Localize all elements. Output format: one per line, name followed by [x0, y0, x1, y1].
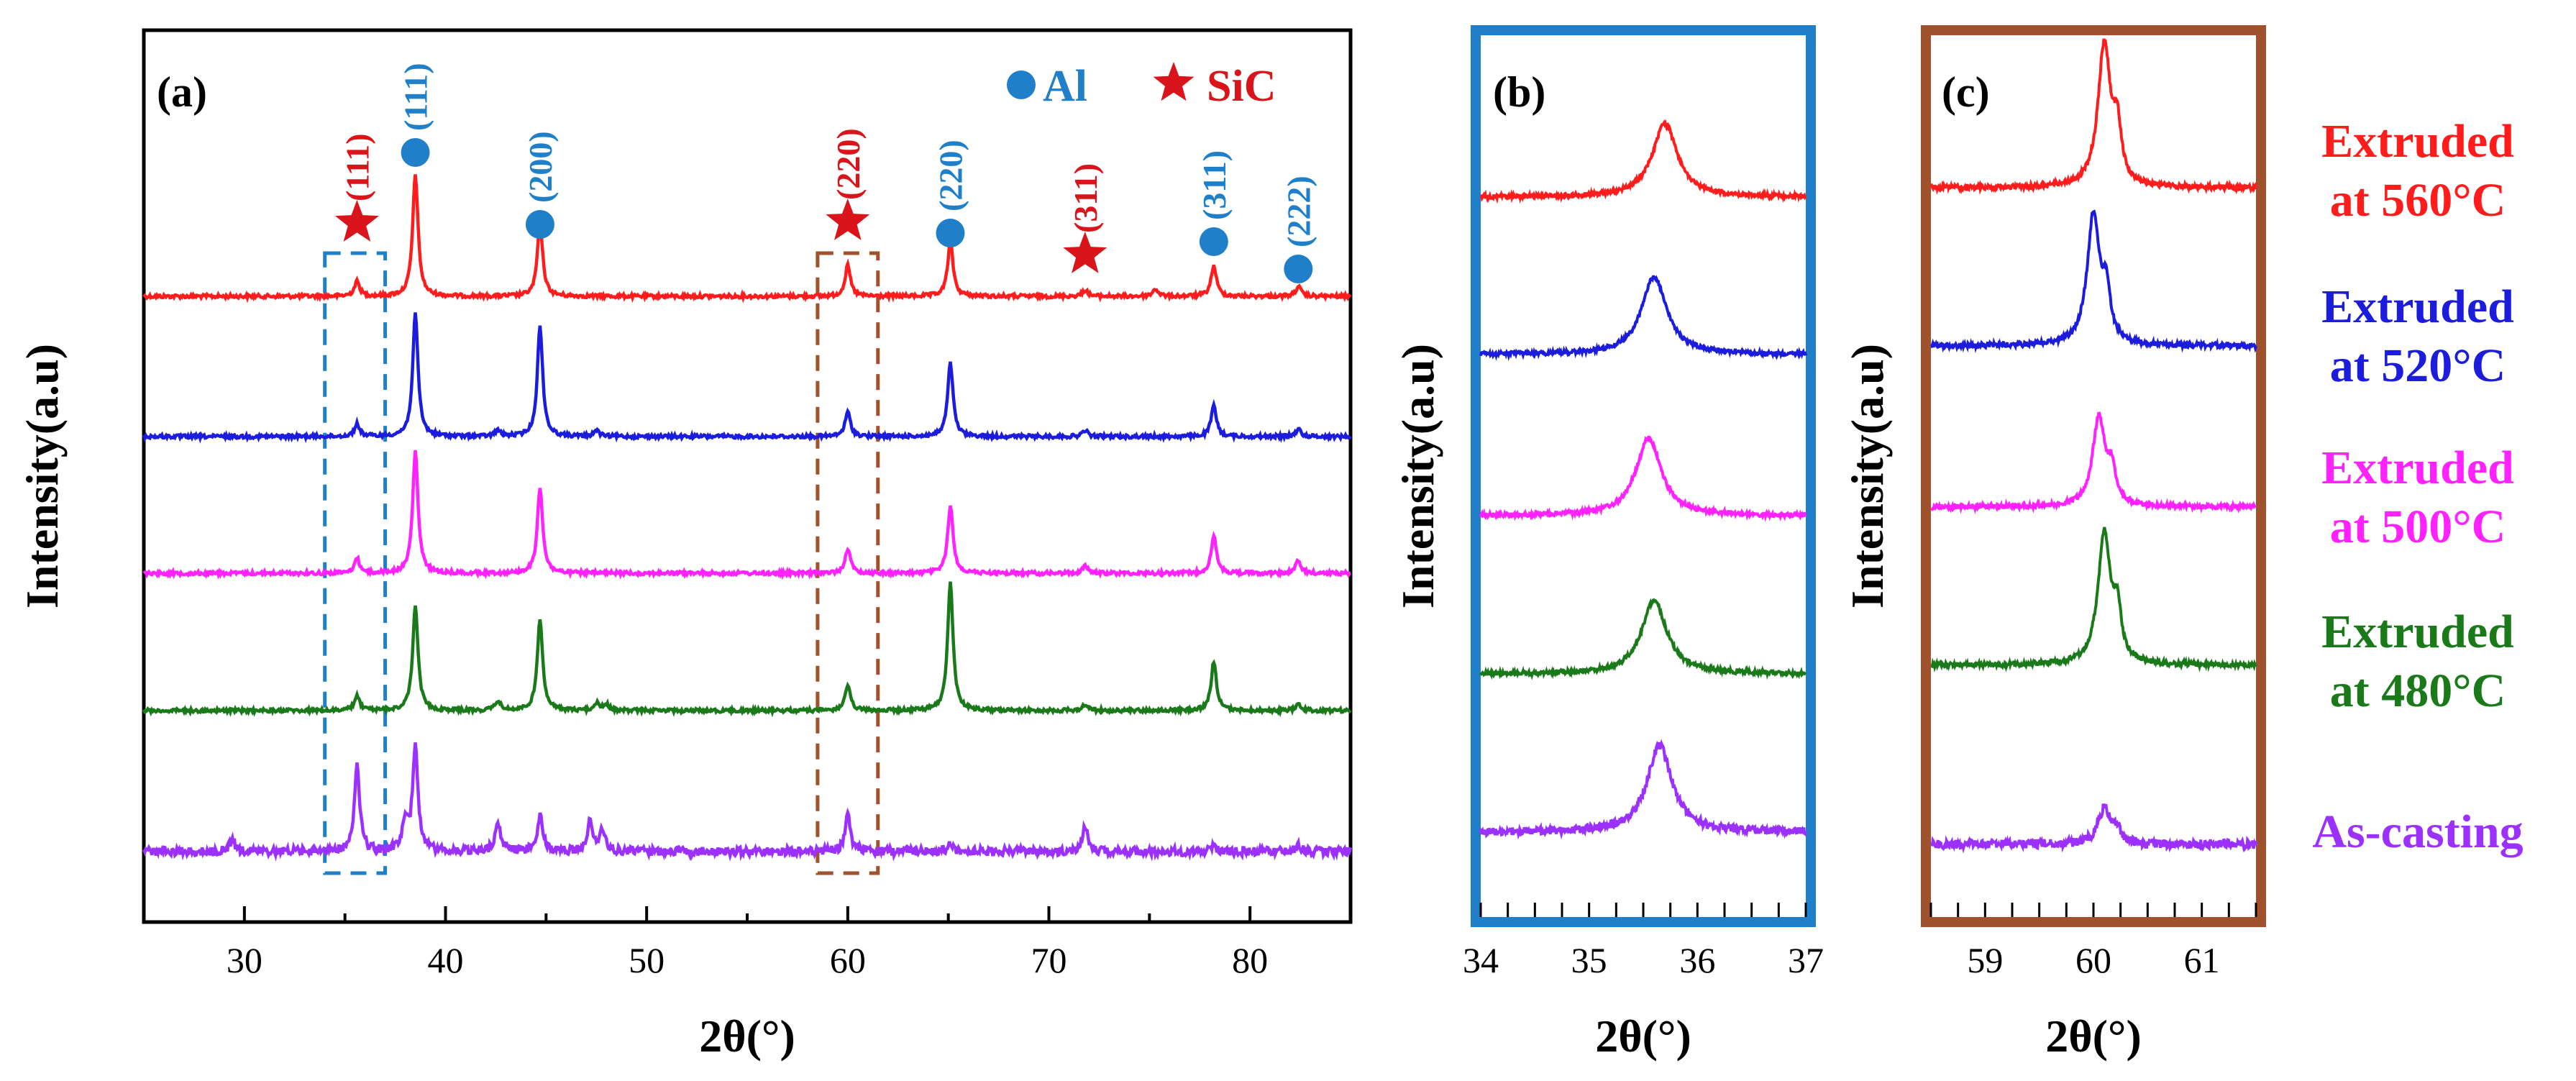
panel-b-label: (b) — [1493, 68, 1545, 116]
al-peak-marker-icon — [1284, 255, 1313, 283]
xrd-series-line — [142, 312, 1352, 444]
x-tick-label: 35 — [1571, 940, 1607, 980]
panel-a-x-axis-title: 2θ(°) — [699, 1011, 795, 1062]
peak-hkl-label: (200) — [522, 131, 559, 203]
series-label-line1: Extruded — [2321, 606, 2514, 658]
panel-a-peak-labels: (111) (111) (200) (220) (220) (311) (311) (222) — [335, 63, 1317, 283]
x-tick-label: 40 — [428, 940, 464, 980]
x-tick-label: 30 — [227, 940, 262, 980]
panel-a-highlight-boxes — [323, 251, 880, 875]
series-label-line1: Extruded — [2321, 115, 2514, 168]
highlight-box — [323, 251, 388, 875]
peak-hkl-label: (311) — [1196, 150, 1233, 220]
xrd-zoom-series-line — [1479, 119, 1807, 204]
highlight-box — [816, 251, 880, 875]
xrd-series-line — [142, 450, 1351, 580]
x-tick-label: 37 — [1788, 940, 1824, 980]
peak-hkl-label: (220) — [830, 128, 867, 200]
xrd-series-line — [142, 174, 1352, 304]
x-tick-label: 70 — [1031, 940, 1067, 980]
al-peak-marker-icon — [401, 138, 430, 167]
peak-hkl-label: (311) — [1067, 163, 1104, 233]
peak-hkl-label: (111) — [398, 63, 434, 131]
series-labels: Extruded at 560°C Extruded at 520°C Extruded… — [2312, 115, 2523, 858]
series-label-line1: Extruded — [2321, 442, 2514, 494]
panel-a-x-ticks: 30 40 50 60 70 80 — [142, 906, 1352, 980]
series-label-line1: As-casting — [2312, 806, 2523, 858]
panel-c-x-ticks: 59 60 61 — [1929, 903, 2257, 980]
x-tick-label: 80 — [1232, 940, 1268, 980]
panel-b-x-ticks: 34 35 36 37 — [1463, 903, 1824, 980]
panel-c: 59 60 61 (c) Intensity(a.u) 2θ(°) — [1842, 25, 2266, 1062]
sic-peak-marker-icon — [1063, 232, 1107, 273]
x-tick-label: 61 — [2184, 940, 2220, 980]
sic-legend-marker-icon — [1153, 62, 1195, 101]
xrd-zoom-series-line — [1930, 38, 2257, 196]
series-label-line2: at 520°C — [2330, 339, 2506, 392]
sic-legend-label: SiC — [1207, 62, 1276, 111]
x-tick-label: 50 — [629, 940, 664, 980]
panel-b-series — [1479, 119, 1807, 840]
sic-peak-marker-icon — [335, 200, 379, 242]
peak-hkl-label: (220) — [932, 140, 969, 211]
series-label-line2: at 480°C — [2330, 665, 2506, 717]
panel-b-x-axis-title: 2θ(°) — [1595, 1011, 1691, 1062]
xrd-zoom-series-line — [1930, 411, 2257, 514]
xrd-zoom-series-line — [1479, 598, 1807, 681]
panel-a-y-axis-title: Intensity(a.u) — [17, 344, 68, 608]
series-label-line1: Extruded — [2321, 280, 2514, 333]
xrd-series-line — [142, 742, 1353, 862]
panel-b-y-axis-title: Intensity(a.u) — [1392, 344, 1443, 608]
al-legend-marker-icon — [1007, 70, 1036, 99]
panel-c-series — [1929, 38, 2257, 854]
series-label-line2: at 560°C — [2330, 174, 2506, 227]
xrd-zoom-series-line — [1479, 435, 1807, 522]
series-label-line2: at 500°C — [2330, 501, 2506, 553]
al-peak-marker-icon — [936, 219, 965, 247]
peak-hkl-label: (111) — [339, 133, 375, 201]
panel-c-frame — [1921, 25, 2266, 927]
xrd-zoom-series-line — [1930, 209, 2257, 353]
xrd-zoom-series-line — [1479, 275, 1807, 362]
xrd-zoom-series-line — [1929, 803, 2257, 854]
xrd-zoom-series-line — [1479, 739, 1807, 840]
x-tick-label: 60 — [2075, 940, 2111, 980]
x-tick-label: 34 — [1463, 940, 1499, 980]
panel-a-series — [142, 174, 1353, 862]
x-tick-label: 59 — [1967, 940, 2003, 980]
peak-hkl-label: (222) — [1280, 175, 1317, 247]
panel-a-label: (a) — [157, 68, 207, 116]
panel-c-x-axis-title: 2θ(°) — [2045, 1011, 2142, 1062]
panel-b-frame — [1471, 25, 1816, 927]
panel-c-label: (c) — [1942, 68, 1990, 116]
x-tick-label: 36 — [1679, 940, 1715, 980]
panel-c-y-axis-title: Intensity(a.u) — [1842, 344, 1893, 608]
xrd-zoom-series-line — [1930, 526, 2257, 672]
al-peak-marker-icon — [1199, 227, 1228, 256]
panel-a: (111) (111) (200) (220) (220) (311) (311) (222)… — [17, 28, 1353, 1062]
al-peak-marker-icon — [525, 210, 554, 239]
x-tick-label: 60 — [830, 940, 866, 980]
sic-peak-marker-icon — [826, 199, 870, 240]
panel-a-frame — [142, 28, 1353, 924]
panel-a-legend: Al SiC — [1007, 62, 1276, 111]
xrd-series-line — [142, 581, 1352, 718]
panel-b: 34 35 36 37 (b) Intensity(a.u) 2θ(°) — [1392, 25, 1824, 1062]
al-legend-label: Al — [1043, 62, 1087, 111]
